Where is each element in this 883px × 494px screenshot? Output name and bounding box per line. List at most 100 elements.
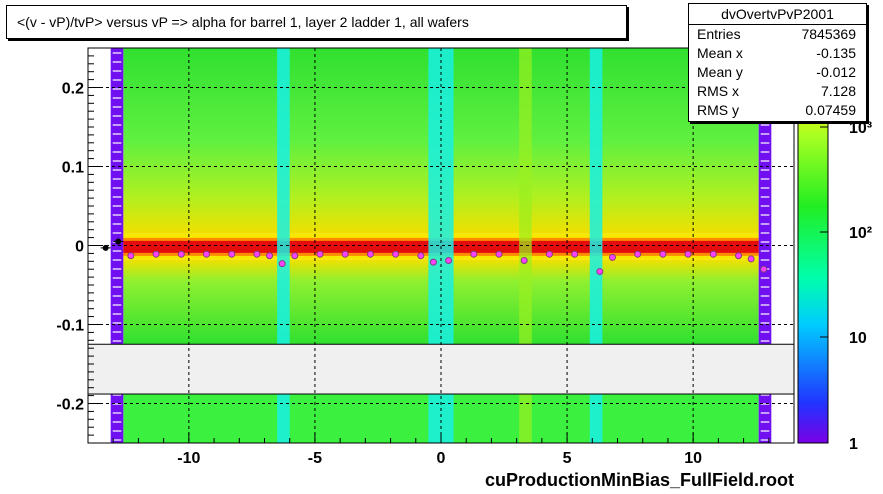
purple-column-stripe (760, 403, 770, 405)
stats-title: dvOvertvPvP2001 (689, 4, 866, 25)
purple-column-stripe (112, 331, 122, 333)
profile-point (341, 250, 349, 258)
purple-column-stripe (112, 178, 122, 180)
z-tick-label: 1 (849, 436, 858, 453)
profile-point (152, 250, 160, 258)
profile-point (291, 252, 299, 260)
purple-column-stripe (760, 259, 770, 261)
profile-point (392, 250, 400, 258)
purple-column-stripe (760, 187, 770, 189)
purple-column-stripe (760, 412, 770, 414)
stats-value: 7845369 (801, 26, 856, 42)
purple-column-stripe (760, 133, 770, 135)
purple-column-stripe (760, 430, 770, 432)
purple-column-stripe (112, 403, 122, 405)
profile-point (316, 250, 324, 258)
purple-column-stripe (112, 322, 122, 324)
purple-column-stripe (760, 151, 770, 153)
file-name-label: cuProductionMinBias_FullField.root (485, 470, 795, 490)
purple-column-stripe (112, 412, 122, 414)
profile-point (127, 252, 135, 260)
stats-value: 7.128 (820, 83, 856, 99)
x-tick-label: -5 (308, 450, 322, 467)
profile-point (709, 250, 717, 258)
plot-title-box: <(v - vP)/tvP> versus vP => alpha for ba… (6, 5, 627, 39)
stats-value: 0.07459 (805, 102, 856, 118)
purple-column-stripe (112, 88, 122, 90)
profile-point (760, 265, 768, 273)
profile-point (747, 255, 755, 263)
profile-point (470, 250, 478, 258)
z-tick-label: 10 (849, 330, 867, 347)
purple-column-stripe (112, 61, 122, 63)
profile-point (634, 250, 642, 258)
purple-column-stripe (112, 250, 122, 252)
purple-column-stripe (112, 160, 122, 162)
purple-column-stripe (112, 133, 122, 135)
y-tick-label: 0.1 (62, 160, 84, 177)
purple-column-stripe (760, 232, 770, 234)
purple-column-stripe (112, 97, 122, 99)
purple-column-stripe (112, 115, 122, 117)
y-tick-label: -0.2 (56, 397, 84, 414)
profile-points (100, 238, 768, 276)
profile-point (608, 253, 616, 261)
purple-column-stripe (760, 421, 770, 423)
stats-label: RMS y (697, 102, 739, 118)
purple-column-stripe (112, 313, 122, 315)
purple-column-stripe (760, 394, 770, 396)
stats-box: dvOvertvPvP2001 Entries 7845369 Mean x -… (688, 3, 867, 122)
stats-row-rms-x: RMS x 7.128 (697, 83, 856, 102)
purple-column-stripe (112, 151, 122, 153)
purple-column-stripe (112, 214, 122, 216)
stats-label: Mean x (697, 45, 743, 61)
purple-column-stripe (112, 52, 122, 54)
purple-column-stripe (760, 205, 770, 207)
x-tick-label: -10 (177, 450, 200, 467)
profile-point (571, 250, 579, 258)
purple-column-stripe (112, 439, 122, 441)
profile-point (684, 250, 692, 258)
purple-column-stripe (112, 286, 122, 288)
profile-point (177, 250, 185, 258)
stats-row-mean-y: Mean y -0.012 (697, 64, 856, 83)
purple-column-stripe (112, 196, 122, 198)
purple-column-stripe (760, 196, 770, 198)
profile-point (228, 250, 236, 258)
profile-point (253, 250, 261, 258)
purple-column-stripe (112, 421, 122, 423)
purple-column-stripe (760, 142, 770, 144)
purple-column-stripe (760, 295, 770, 297)
purple-column-stripe (760, 241, 770, 243)
purple-column-stripe (112, 340, 122, 342)
purple-column-stripe (112, 268, 122, 270)
y-tick-label: 0 (75, 239, 84, 256)
profile-point (520, 257, 528, 265)
plot-title: <(v - vP)/tvP> versus vP => alpha for ba… (17, 14, 469, 30)
purple-column-stripe (112, 70, 122, 72)
purple-column-stripe (760, 304, 770, 306)
y-tick-label: -0.1 (56, 318, 84, 335)
purple-column-stripe (760, 178, 770, 180)
profile-point (495, 250, 503, 258)
stats-value: -0.012 (816, 64, 856, 80)
purple-column-stripe (112, 223, 122, 225)
purple-column-stripe (112, 124, 122, 126)
purple-column-stripe (112, 169, 122, 171)
purple-column-stripe (760, 214, 770, 216)
purple-column-stripe (112, 232, 122, 234)
stats-row-rms-y: RMS y 0.07459 (697, 102, 856, 121)
purple-column-stripe (760, 223, 770, 225)
purple-column-stripe (112, 394, 122, 396)
purple-column-stripe (760, 340, 770, 342)
z-tick-label: 10³ (849, 120, 872, 137)
purple-column-stripe (112, 304, 122, 306)
purple-column-stripe (760, 286, 770, 288)
purple-column-stripe (112, 205, 122, 207)
purple-column-stripe (760, 169, 770, 171)
stats-row-mean-x: Mean x -0.135 (697, 45, 856, 64)
z-tick-label: 10² (849, 225, 872, 242)
profile-point (266, 252, 274, 260)
y-tick-label: 0.2 (62, 81, 84, 98)
